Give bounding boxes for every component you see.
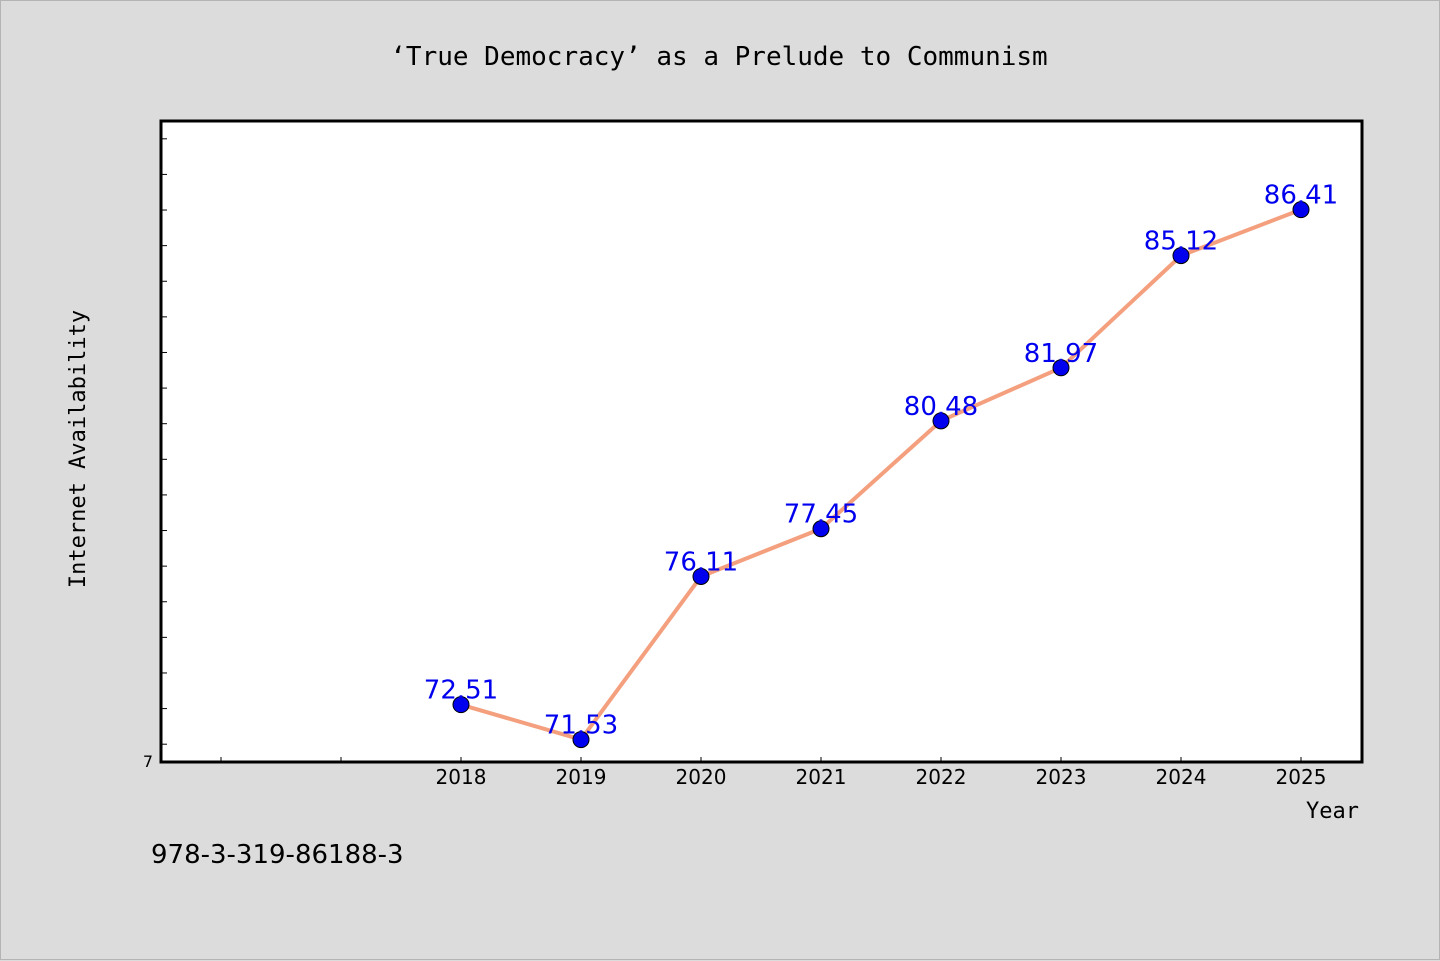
data-point — [1052, 359, 1070, 377]
data-label: 80.48 — [904, 392, 978, 422]
series-line — [460, 207, 1302, 742]
data-label: 76.11 — [664, 547, 738, 577]
y-axis-min-label: 7 — [143, 752, 153, 771]
chart-title: ‘True Democracy’ as a Prelude to Communi… — [390, 42, 1047, 72]
series-layer: 72.51 71.53 76.11 77.45 80.48 81.97 85.12 86.41 — [424, 181, 1338, 749]
data-point — [572, 731, 590, 749]
data-label: 81.97 — [1024, 339, 1098, 369]
y-axis-label: Internet Availability — [66, 310, 91, 588]
x-tick-label: 2025 — [1276, 765, 1327, 789]
isbn-label: 978-3-319-86188-3 — [151, 840, 404, 870]
x-axis-ticks: 2018 2019 2020 2021 2022 2023 2024 2025 — [220, 757, 1327, 789]
data-label: 77.45 — [784, 500, 858, 530]
data-label: 86.41 — [1264, 181, 1338, 211]
data-label: 71.53 — [544, 711, 618, 741]
x-tick-label: 2021 — [796, 765, 847, 789]
plot-area — [159, 119, 1364, 764]
x-axis-label: Year — [1306, 799, 1359, 824]
y-axis-ticks — [161, 138, 167, 745]
data-point — [1172, 247, 1190, 265]
data-label: 72.51 — [424, 676, 498, 706]
data-point — [932, 412, 950, 430]
x-tick-label: 2024 — [1156, 765, 1207, 789]
data-point — [452, 696, 470, 714]
data-point — [692, 567, 710, 585]
data-point — [1292, 201, 1310, 219]
x-tick-label: 2023 — [1036, 765, 1087, 789]
x-tick-label: 2018 — [436, 765, 487, 789]
data-point — [812, 520, 830, 538]
x-tick-label: 2022 — [916, 765, 967, 789]
x-tick-label: 2019 — [556, 765, 607, 789]
data-label: 85.12 — [1144, 227, 1218, 257]
x-tick-label: 2020 — [676, 765, 727, 789]
